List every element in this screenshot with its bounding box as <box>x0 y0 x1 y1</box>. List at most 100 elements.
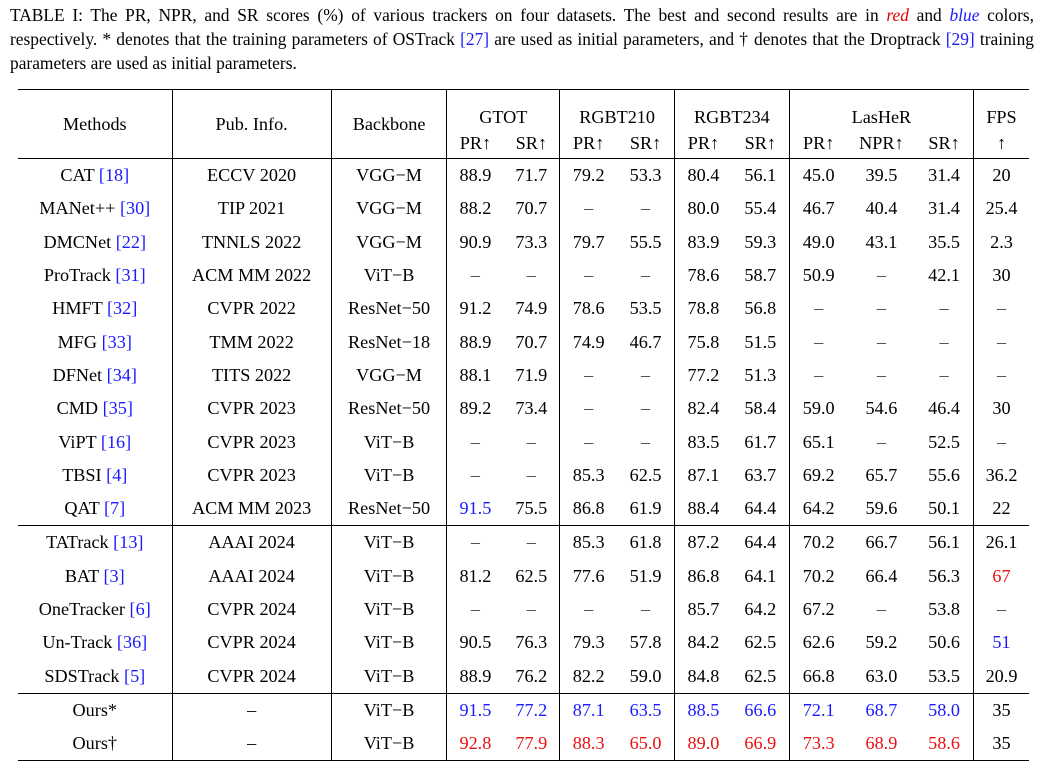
method-name: Ours* <box>72 699 118 720</box>
pub-info-cell: ECCV 2020 <box>171 158 332 193</box>
score-cell: 68.7 <box>847 692 916 728</box>
method-citation[interactable]: [18] <box>98 165 130 186</box>
method-name: DFNet <box>52 364 103 385</box>
method-cell: Ours† <box>18 727 173 762</box>
backbone-cell: ViT−B <box>330 727 447 762</box>
score-cell: 82.2 <box>559 659 618 694</box>
caption-citation[interactable]: [27] <box>460 29 490 49</box>
score-cell: 43.1 <box>865 231 898 252</box>
header-backbone: Backbone <box>330 89 447 159</box>
method-name: TBSI <box>62 464 102 485</box>
backbone-cell: ViT−B <box>330 425 447 459</box>
method-citation[interactable]: [31] <box>115 265 146 286</box>
score-cell: – <box>526 431 536 452</box>
score-cell: 59.0 <box>629 665 662 686</box>
score-cell: 73.4 <box>515 398 548 419</box>
score-cell: 53.8 <box>928 599 960 619</box>
subheader-npr: NPR↑ <box>859 132 904 153</box>
method-name: Un-Track <box>42 632 113 653</box>
score-cell: 56.8 <box>744 298 777 319</box>
method-citation[interactable]: [33] <box>101 331 132 352</box>
table-caption: TABLE I: The PR, NPR, and SR scores (%) … <box>10 3 1034 75</box>
method-citation[interactable]: [36] <box>116 632 148 653</box>
score-cell: – <box>939 364 949 385</box>
score-cell: 49.0 <box>788 225 848 259</box>
score-cell: 68.9 <box>847 727 916 762</box>
pub-info-cell: ACM MM 2022 <box>171 258 332 293</box>
score-cell: 30 <box>973 392 1029 426</box>
score-cell: 89.2 <box>446 392 504 426</box>
method-citation[interactable]: [3] <box>103 565 125 586</box>
method-cell: TATrack [13] <box>18 525 173 560</box>
score-cell: 57.8 <box>629 632 662 653</box>
header-rgbt210: RGBT210 <box>559 89 675 128</box>
score-cell: 77.2 <box>503 692 560 728</box>
score-cell: – <box>973 325 1029 359</box>
pub-info-cell: AAAI 2024 <box>171 559 332 593</box>
method-citation[interactable]: [35] <box>102 398 133 419</box>
score-cell: – <box>876 331 886 352</box>
pub-info-cell: CVPR 2023 <box>171 425 332 459</box>
score-cell: 85.3 <box>559 458 618 492</box>
pub-info-cell: CVPR 2024 <box>171 626 332 660</box>
pub-info-cell: ACM MM 2023 <box>171 491 332 526</box>
table-row: SDSTrack [5] CVPR 2024 ViT−B 88.9 76.2 82.2 59… <box>18 659 1029 694</box>
pub-info-cell: CVPR 2022 <box>171 292 332 326</box>
score-cell: – <box>788 325 848 359</box>
score-cell: 59.6 <box>865 498 898 519</box>
table-row: HMFT [32] CVPR 2022 ResNet−50 91.2 74.9 78.6 5… <box>18 292 1029 326</box>
header-pub-info: Pub. Info. <box>171 89 332 159</box>
score-cell: 86.8 <box>559 491 618 526</box>
method-citation[interactable]: [5] <box>124 665 146 686</box>
method-citation[interactable]: [6] <box>129 599 151 619</box>
score-cell: 58.4 <box>744 398 777 419</box>
score-cell: 30 <box>973 258 1029 293</box>
score-cell: 88.5 <box>673 692 732 728</box>
table-row: MFG [33] TMM 2022 ResNet−18 88.9 70.7 74.9 46.… <box>18 325 1029 359</box>
method-name: HMFT <box>52 298 103 319</box>
table-row: QAT [7] ACM MM 2023 ResNet−50 91.5 75.5 86.8 6… <box>18 491 1029 526</box>
pub-info-cell: TMM 2022 <box>171 325 332 359</box>
score-cell: 75.5 <box>515 498 548 519</box>
method-citation[interactable]: [16] <box>100 431 132 452</box>
backbone-cell: ResNet−50 <box>330 392 447 426</box>
score-cell: – <box>503 525 560 560</box>
score-cell: 56.3 <box>928 565 960 586</box>
pub-info-cell: TITS 2022 <box>171 358 332 393</box>
method-citation[interactable]: [34] <box>106 364 137 385</box>
score-cell: 55.4 <box>744 198 777 219</box>
score-cell: 79.3 <box>559 626 618 660</box>
score-cell: 91.5 <box>446 491 504 526</box>
subheader-sr: SR↑ <box>744 132 776 153</box>
table-row: CAT [18] ECCV 2020 VGG−M 88.9 71.7 79.2 53.3 80… <box>18 158 1029 193</box>
method-name: DMCNet <box>43 231 112 252</box>
method-citation[interactable]: [30] <box>119 198 151 219</box>
score-cell: 70.7 <box>515 198 548 219</box>
header-rgbt234: RGBT234 <box>673 89 790 128</box>
score-cell: 72.1 <box>788 692 848 728</box>
pub-info-cell: CVPR 2024 <box>171 659 332 694</box>
score-cell: 77.9 <box>503 727 560 762</box>
caption-citation[interactable]: [29] <box>945 29 975 49</box>
score-cell: 61.8 <box>617 525 675 560</box>
method-citation[interactable]: [4] <box>106 464 128 485</box>
score-cell: 86.8 <box>673 559 732 593</box>
score-cell: 53.5 <box>629 298 662 319</box>
method-citation[interactable]: [7] <box>103 498 126 519</box>
score-cell: 66.4 <box>865 565 898 586</box>
method-citation[interactable]: [13] <box>113 532 144 553</box>
score-cell: 35.5 <box>928 231 960 252</box>
method-citation[interactable]: [22] <box>115 231 147 252</box>
score-cell: 80.0 <box>673 192 732 226</box>
backbone-cell: ResNet−50 <box>330 491 447 526</box>
pub-info-cell: – <box>171 727 332 762</box>
method-citation[interactable]: [32] <box>107 298 138 319</box>
backbone-cell: ResNet−50 <box>330 292 447 326</box>
backbone-cell: ViT−B <box>330 458 447 492</box>
table-row: TATrack [13] AAAI 2024 ViT−B – –85.3 61.8 87.2… <box>18 525 1029 560</box>
score-cell: 64.1 <box>744 565 777 586</box>
score-cell: 88.9 <box>446 659 504 694</box>
score-cell: 73.3 <box>515 231 548 252</box>
caption-blue-word: blue <box>949 5 980 25</box>
method-cell: ProTrack [31] <box>18 259 172 292</box>
